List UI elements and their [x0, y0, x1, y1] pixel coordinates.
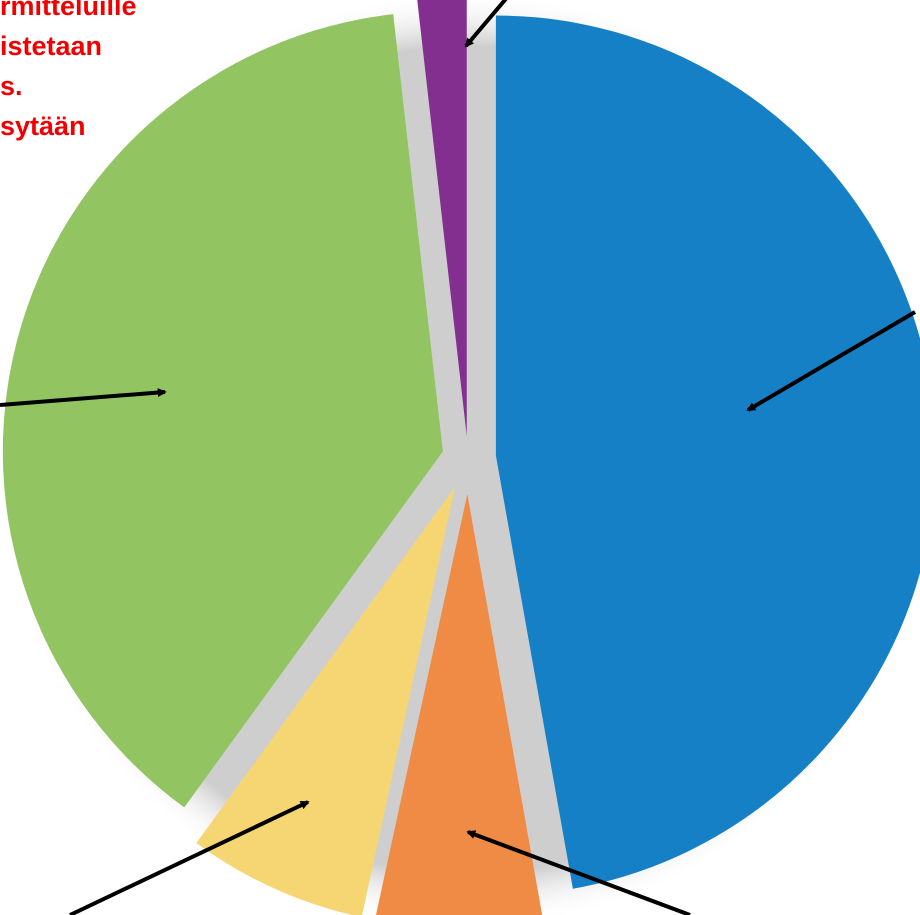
pie-slice-5: [417, 0, 467, 437]
annotation-text: rmitteluille istetaan s. sytään: [0, 0, 137, 146]
pie-slice-3: [196, 487, 455, 915]
annotation-line-3: s.: [0, 71, 23, 101]
callout-arrow-4: [0, 388, 167, 407]
callout-arrow-3: [69, 800, 310, 915]
annotation-line-2: istetaan: [0, 31, 103, 61]
annotation-line-4: sytään: [0, 111, 86, 141]
callout-arrow-5: [464, 0, 508, 48]
pie-slice-2: [375, 493, 543, 915]
callout-arrow-1: [746, 310, 917, 412]
pie-slice-4: [2, 14, 443, 808]
annotation-line-1: rmitteluille: [0, 0, 137, 21]
callout-arrow-2: [466, 830, 691, 915]
pie-slice-1: [495, 15, 920, 889]
